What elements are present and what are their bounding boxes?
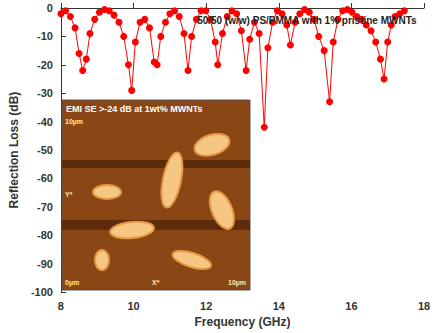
svg-text:0µm: 0µm [65,279,79,287]
svg-text:-90: -90 [37,258,53,270]
svg-text:EMI SE >-24 dB at 1wt% MWNTs: EMI SE >-24 dB at 1wt% MWNTs [66,104,203,114]
svg-text:-70: -70 [37,201,53,213]
svg-text:10µm: 10µm [65,118,83,126]
svg-text:-80: -80 [37,229,53,241]
svg-text:-60: -60 [37,172,53,184]
svg-text:0: 0 [47,2,53,14]
svg-text:50/50 (w/w) PS/PMMA with 1% pr: 50/50 (w/w) PS/PMMA with 1% pristine MWN… [197,15,417,26]
svg-text:-50: -50 [37,144,53,156]
svg-text:14: 14 [273,300,286,312]
svg-text:10µm: 10µm [228,279,246,287]
svg-text:Reflection Loss (dB): Reflection Loss (dB) [7,92,21,209]
svg-text:10: 10 [127,300,139,312]
svg-text:Y*: Y* [65,191,73,198]
svg-text:12: 12 [200,300,212,312]
svg-text:X*: X* [152,279,160,286]
svg-text:8: 8 [58,300,64,312]
svg-text:Frequency (GHz): Frequency (GHz) [194,315,290,329]
svg-text:16: 16 [345,300,357,312]
svg-text:-30: -30 [37,87,53,99]
svg-text:18: 18 [418,300,430,312]
svg-text:-20: -20 [37,59,53,71]
svg-text:-10: -10 [37,30,53,42]
svg-text:-40: -40 [37,116,53,128]
svg-text:-100: -100 [31,286,53,298]
